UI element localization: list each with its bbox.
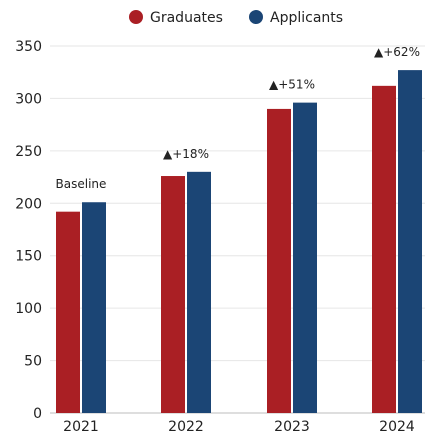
y-tick-label: 0: [33, 406, 42, 422]
legend-swatch-graduates: [129, 10, 143, 24]
bar-applicants-2022: [187, 171, 211, 413]
y-tick-label: 50: [24, 354, 42, 370]
x-tick-label: 2021: [63, 419, 99, 434]
y-tick-label: 200: [15, 196, 42, 212]
y-tick-label: 150: [15, 249, 42, 265]
y-tick-label: 250: [15, 144, 42, 160]
bar-graduates-2021: [56, 211, 80, 413]
bar-graduates-2022: [161, 176, 185, 413]
gridlines: [50, 45, 425, 414]
y-axis: 0 50 100 150 200 250 300 350: [15, 39, 42, 422]
group-annotation: ▲+18%: [163, 147, 209, 161]
x-axis: 2021 2022 2023 2024: [63, 419, 415, 434]
x-tick-label: 2022: [168, 419, 204, 434]
annotations: Baseline ▲+18% ▲+51% ▲+62%: [56, 45, 420, 191]
y-tick-label: 300: [15, 91, 42, 107]
bars: [56, 70, 422, 414]
bar-applicants-2024: [398, 70, 422, 414]
legend: Graduates Applicants: [129, 10, 343, 26]
legend-swatch-applicants: [249, 10, 263, 24]
bar-applicants-2021: [82, 202, 106, 413]
x-tick-label: 2024: [379, 419, 415, 434]
bar-applicants-2023: [293, 102, 317, 413]
y-tick-label: 350: [15, 39, 42, 55]
group-annotation: Baseline: [56, 177, 107, 191]
legend-label-graduates: Graduates: [150, 10, 223, 26]
bar-graduates-2024: [372, 85, 396, 414]
bar-graduates-2023: [267, 108, 291, 414]
group-annotation: ▲+62%: [374, 45, 420, 59]
group-annotation: ▲+51%: [269, 78, 315, 92]
y-tick-label: 100: [15, 301, 42, 317]
x-tick-label: 2023: [274, 419, 310, 434]
legend-label-applicants: Applicants: [270, 10, 343, 26]
